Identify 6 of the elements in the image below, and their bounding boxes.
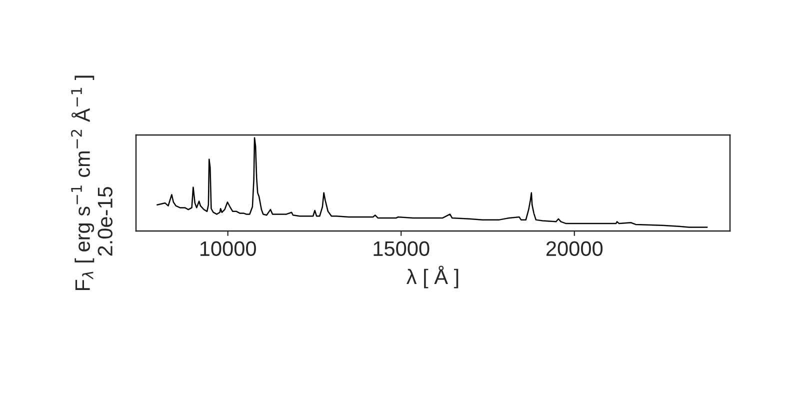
- x-axis-title: λ [ Å ]: [406, 266, 458, 288]
- text: F$_{λ}$ [ erg s$^{−1}$ cm$^{−2}$ Å$^{−1}$ ]: [71, 76, 94, 290]
- x-tick-label: 20000: [546, 241, 603, 256]
- text: 2.0e-15: [98, 186, 112, 256]
- x-tick-label: 10000: [200, 241, 256, 256]
- x-tick-label: 15000: [374, 241, 430, 256]
